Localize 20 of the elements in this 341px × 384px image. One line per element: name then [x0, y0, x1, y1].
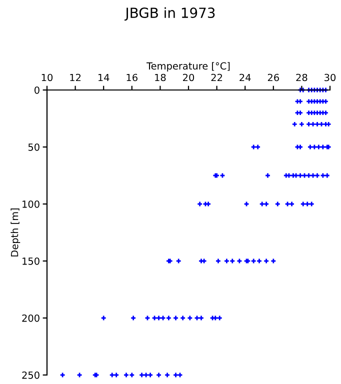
chart-title: JBGB in 1973 [124, 7, 215, 21]
x-tick-label: 28 [296, 74, 308, 82]
x-tick-label: 30 [324, 74, 336, 82]
x-tick-label: 14 [98, 74, 110, 82]
x-axis-title: Temperature [°C] [146, 62, 230, 72]
y-tick-label: 100 [22, 200, 40, 208]
x-tick-label: 16 [126, 74, 138, 82]
x-tick-label: 10 [42, 74, 53, 82]
y-tick-label: 50 [28, 143, 40, 151]
x-tick-label: 20 [183, 74, 194, 82]
x-tick-label: 18 [155, 74, 166, 82]
x-tick-label: 22 [211, 74, 222, 82]
x-tick-label: 24 [240, 74, 251, 82]
y-axis-title: Depth [m] [10, 208, 20, 256]
x-tick-label: 26 [268, 74, 279, 82]
y-tick-label: 250 [22, 371, 40, 379]
y-tick-label: 0 [34, 86, 40, 94]
x-tick-label: 12 [70, 74, 81, 82]
y-tick-label: 150 [22, 257, 40, 265]
y-tick-label: 200 [22, 314, 40, 322]
